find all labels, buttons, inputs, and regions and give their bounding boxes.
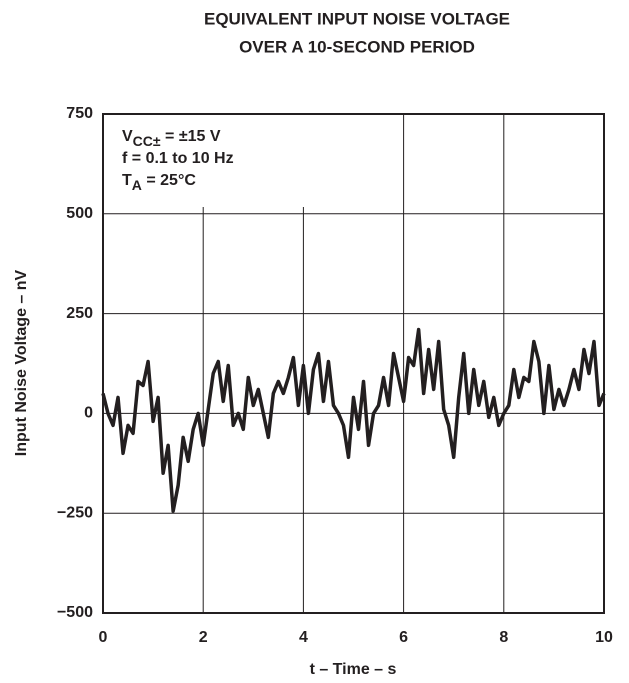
annotation-text: T (122, 172, 132, 189)
y-tick-label: 0 (84, 405, 93, 422)
annotation-sub: A (132, 177, 142, 193)
annotation: f = 0.1 to 10 Hz (122, 150, 234, 167)
annotation-text: = ±15 V (161, 128, 221, 145)
x-tick-label: 8 (499, 629, 508, 646)
annotation-text: V (122, 128, 133, 145)
y-tick-label: −500 (57, 604, 93, 621)
x-tick-label: 10 (595, 629, 613, 646)
y-tick-label: 250 (66, 305, 93, 322)
y-tick-label: 750 (66, 105, 93, 122)
data-line (101, 327, 606, 513)
chart-title: OVER A 10-SECOND PERIOD (239, 37, 475, 56)
chart-title: EQUIVALENT INPUT NOISE VOLTAGE (204, 9, 510, 28)
annotation-sub: CC± (133, 133, 161, 149)
y-axis-label: Input Noise Voltage – nV (13, 269, 30, 456)
annotation: VCC± = ±15 V (122, 128, 221, 148)
annotation-text: f = 0.1 to 10 Hz (122, 150, 234, 167)
annotation-box (104, 115, 325, 207)
plot-frame (102, 113, 605, 614)
annotation-text: = 25°C (142, 172, 196, 189)
x-axis-label: t – Time – s (310, 661, 397, 678)
y-tick-label: −250 (57, 504, 93, 521)
annotation: TA = 25°C (122, 172, 196, 192)
x-tick-label: 0 (99, 629, 108, 646)
x-tick-label: 4 (299, 629, 308, 646)
x-tick-label: 6 (399, 629, 408, 646)
x-tick-label: 2 (199, 629, 208, 646)
y-tick-label: 500 (66, 205, 93, 222)
